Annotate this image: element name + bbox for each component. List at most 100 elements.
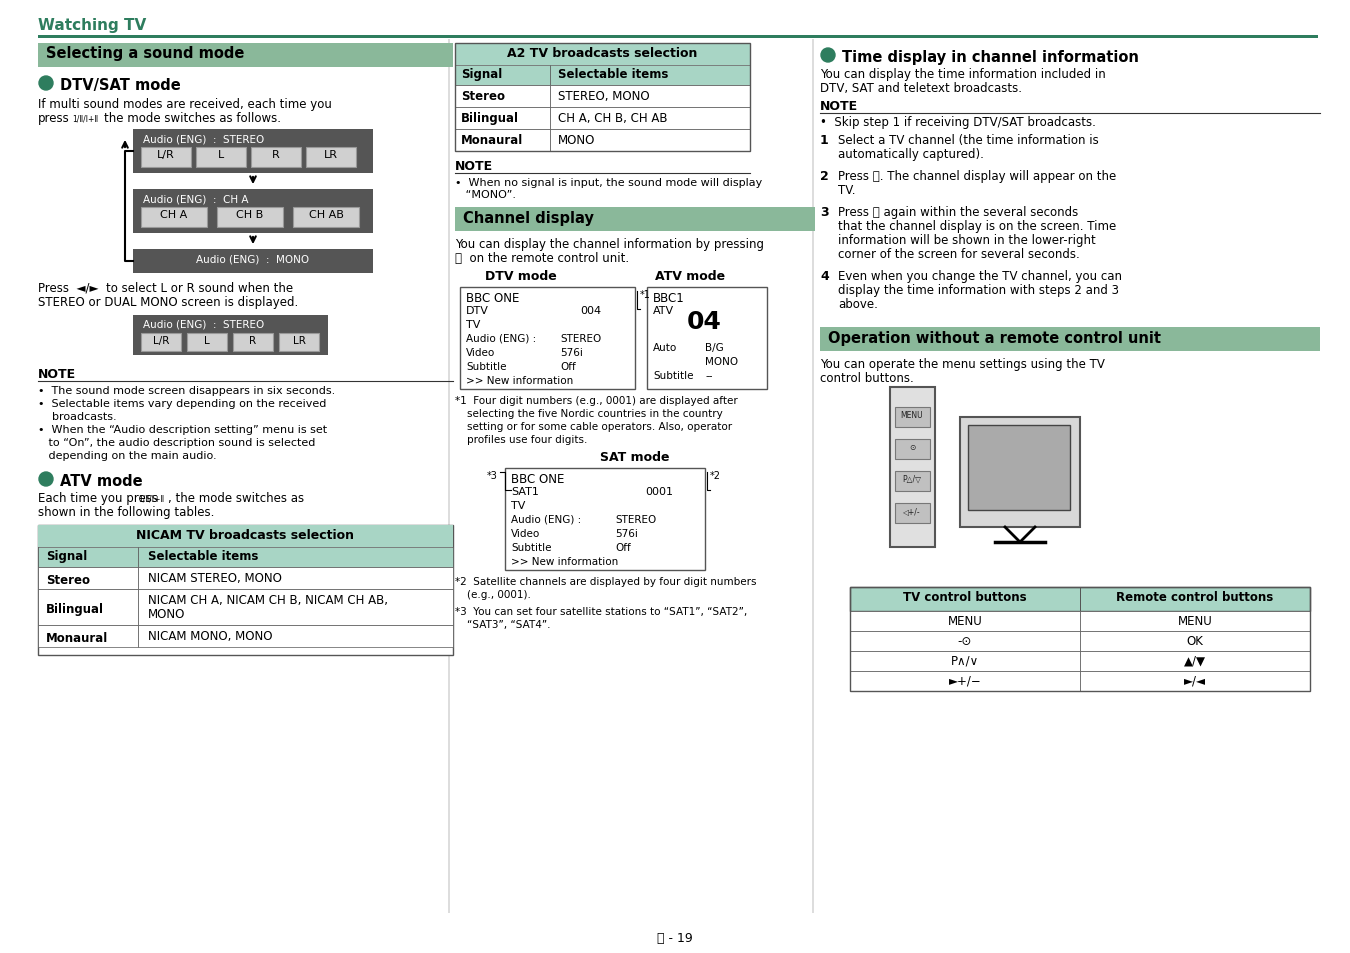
Text: 1/Ⅱ/Ⅰ+Ⅱ: 1/Ⅱ/Ⅰ+Ⅱ	[138, 495, 165, 503]
Text: OK: OK	[1187, 635, 1203, 647]
Text: --: --	[705, 371, 713, 380]
Text: TV.: TV.	[838, 184, 856, 196]
Text: 576i: 576i	[560, 348, 583, 357]
Text: >> New information: >> New information	[512, 557, 618, 566]
Circle shape	[39, 473, 53, 486]
Text: 1/Ⅱ/Ⅰ+Ⅱ: 1/Ⅱ/Ⅰ+Ⅱ	[72, 115, 99, 124]
Bar	[279, 334, 319, 352]
Text: information will be shown in the lower-right: information will be shown in the lower-r…	[838, 233, 1096, 247]
Bar	[455, 44, 751, 152]
Text: Video: Video	[466, 348, 495, 357]
Bar	[455, 130, 549, 152]
Text: L: L	[204, 335, 209, 346]
Text: to “On”, the audio description sound is selected: to “On”, the audio description sound is …	[38, 437, 316, 448]
Bar	[455, 108, 549, 130]
Text: *2: *2	[710, 471, 721, 480]
Circle shape	[821, 49, 836, 63]
Bar	[1080, 651, 1310, 671]
Text: Bilingual: Bilingual	[460, 112, 518, 125]
Text: STEREO: STEREO	[560, 334, 601, 344]
Text: P△/▽: P△/▽	[903, 475, 922, 483]
Text: 1: 1	[819, 133, 829, 147]
Text: ►/◄: ►/◄	[1184, 675, 1206, 687]
Text: Press ⓘ again within the several seconds: Press ⓘ again within the several seconds	[838, 206, 1079, 219]
Text: CH A: CH A	[161, 210, 188, 220]
Bar	[134, 190, 373, 233]
Text: SAT1: SAT1	[512, 486, 539, 497]
Text: SAT mode: SAT mode	[601, 451, 670, 463]
Text: *3  You can set four satellite stations to “SAT1”, “SAT2”,: *3 You can set four satellite stations t…	[455, 606, 748, 617]
Bar	[549, 108, 751, 130]
Text: MONO: MONO	[148, 607, 185, 620]
Text: •  Skip step 1 if receiving DTV/SAT broadcasts.: • Skip step 1 if receiving DTV/SAT broad…	[819, 116, 1096, 129]
Text: Audio (ENG)  :  STEREO: Audio (ENG) : STEREO	[143, 319, 265, 330]
Text: Selectable items: Selectable items	[148, 550, 258, 562]
Text: NICAM STEREO, MONO: NICAM STEREO, MONO	[148, 572, 282, 584]
Bar	[1080, 671, 1310, 691]
Text: A2 TV broadcasts selection: A2 TV broadcasts selection	[506, 47, 697, 60]
Text: *3: *3	[487, 471, 498, 480]
Text: •  When the “Audio description setting” menu is set: • When the “Audio description setting” m…	[38, 424, 327, 435]
Text: R: R	[273, 150, 279, 160]
Bar	[647, 288, 767, 390]
Text: *1: *1	[640, 290, 651, 299]
Text: BBC1: BBC1	[653, 292, 684, 305]
Text: ►+/−: ►+/−	[949, 675, 981, 687]
Text: Press  ◄/►  to select L or R sound when the: Press ◄/► to select L or R sound when th…	[38, 282, 293, 294]
Text: broadcasts.: broadcasts.	[38, 412, 116, 421]
Text: Stereo: Stereo	[460, 90, 505, 103]
Text: 3: 3	[819, 206, 829, 219]
Text: 4: 4	[819, 270, 829, 283]
Text: DTV/SAT mode: DTV/SAT mode	[59, 78, 181, 92]
Bar	[895, 439, 930, 459]
Bar	[251, 148, 301, 168]
Text: TV: TV	[466, 319, 481, 330]
Bar	[140, 208, 207, 228]
Text: 04: 04	[687, 310, 722, 334]
Bar	[38, 589, 138, 625]
Text: Even when you change the TV channel, you can: Even when you change the TV channel, you…	[838, 270, 1122, 283]
Text: (e.g., 0001).: (e.g., 0001).	[467, 589, 531, 599]
Bar	[38, 525, 454, 656]
Text: Select a TV channel (the time information is: Select a TV channel (the time informatio…	[838, 133, 1099, 147]
Text: CH A, CH B, CH AB: CH A, CH B, CH AB	[558, 112, 667, 125]
Text: •  Selectable items vary depending on the received: • Selectable items vary depending on the…	[38, 398, 327, 409]
Text: B/G: B/G	[705, 343, 724, 353]
Text: Audio (ENG)  :  MONO: Audio (ENG) : MONO	[197, 253, 309, 264]
Text: control buttons.: control buttons.	[819, 372, 914, 385]
Text: >> New information: >> New information	[466, 375, 574, 386]
Bar	[850, 587, 1310, 612]
Text: Remote control buttons: Remote control buttons	[1116, 590, 1273, 603]
Text: Video: Video	[512, 529, 540, 538]
Bar	[811, 40, 814, 913]
Text: R: R	[250, 335, 256, 346]
Text: DTV mode: DTV mode	[485, 270, 556, 283]
Circle shape	[39, 77, 53, 91]
Text: profiles use four digits.: profiles use four digits.	[467, 435, 587, 444]
Text: BBC ONE: BBC ONE	[512, 473, 564, 485]
Bar	[549, 66, 751, 86]
Text: DTV, SAT and teletext broadcasts.: DTV, SAT and teletext broadcasts.	[819, 82, 1022, 95]
Text: “SAT3”, “SAT4”.: “SAT3”, “SAT4”.	[467, 619, 551, 629]
Bar	[140, 148, 190, 168]
Text: Ⓐ - 19: Ⓐ - 19	[657, 931, 693, 944]
Text: MENU: MENU	[948, 615, 983, 627]
Text: NOTE: NOTE	[38, 368, 76, 380]
Text: STEREO: STEREO	[616, 515, 656, 524]
Text: above.: above.	[838, 297, 878, 311]
Text: Operation without a remote control unit: Operation without a remote control unit	[828, 331, 1161, 346]
Text: ⓘ  on the remote control unit.: ⓘ on the remote control unit.	[455, 252, 629, 265]
Bar	[895, 408, 930, 428]
Bar	[850, 651, 1080, 671]
Text: CH AB: CH AB	[309, 210, 343, 220]
Text: Selectable items: Selectable items	[558, 68, 668, 81]
Bar	[38, 36, 1318, 38]
Text: P∧/∨: P∧/∨	[950, 655, 979, 667]
Text: LR: LR	[293, 335, 305, 346]
Text: 576i: 576i	[616, 529, 637, 538]
Text: •  When no signal is input, the sound mode will display: • When no signal is input, the sound mod…	[455, 178, 763, 188]
Text: -⊙: -⊙	[958, 635, 972, 647]
Text: Auto: Auto	[653, 343, 678, 353]
Text: press: press	[38, 112, 70, 125]
Bar	[140, 334, 181, 352]
